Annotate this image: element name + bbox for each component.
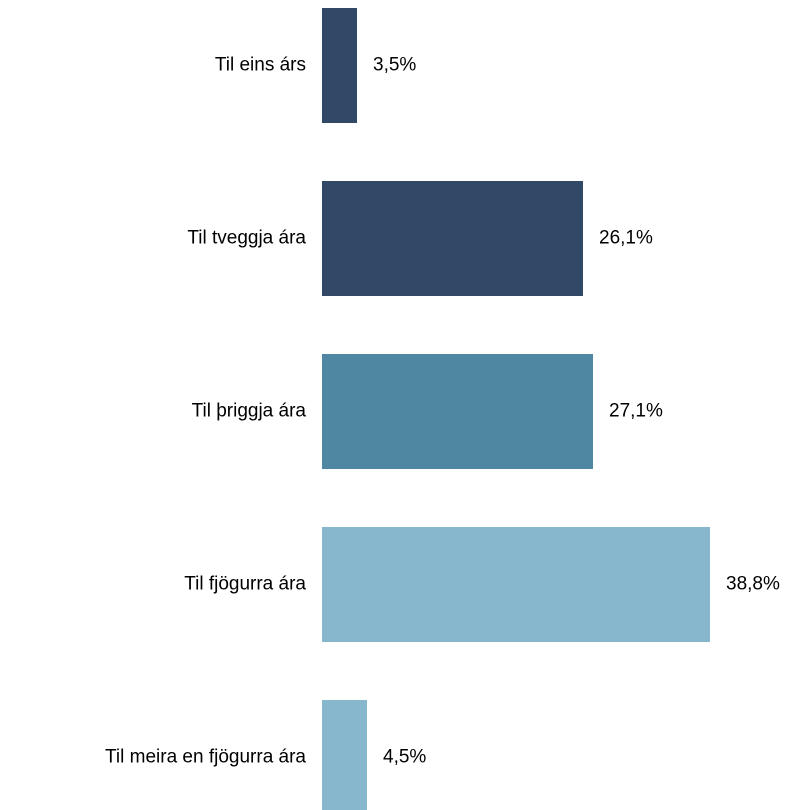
bar-5 — [322, 700, 367, 810]
category-label-2: Til tveggja ára — [187, 228, 306, 249]
value-label-2: 26,1% — [599, 228, 653, 249]
category-label-1: Til eins árs — [215, 55, 306, 76]
category-label-4: Til fjögurra ára — [184, 574, 306, 595]
bar-1 — [322, 8, 357, 123]
value-label-4: 38,8% — [726, 574, 780, 595]
value-label-5: 4,5% — [383, 747, 426, 768]
category-label-3: Til þriggja ára — [192, 401, 307, 422]
category-label-5: Til meira en fjögurra ára — [105, 747, 306, 768]
bar-4 — [322, 527, 710, 642]
bar-2 — [322, 181, 583, 296]
bar-3 — [322, 354, 593, 469]
value-label-1: 3,5% — [373, 55, 416, 76]
value-label-3: 27,1% — [609, 401, 663, 422]
